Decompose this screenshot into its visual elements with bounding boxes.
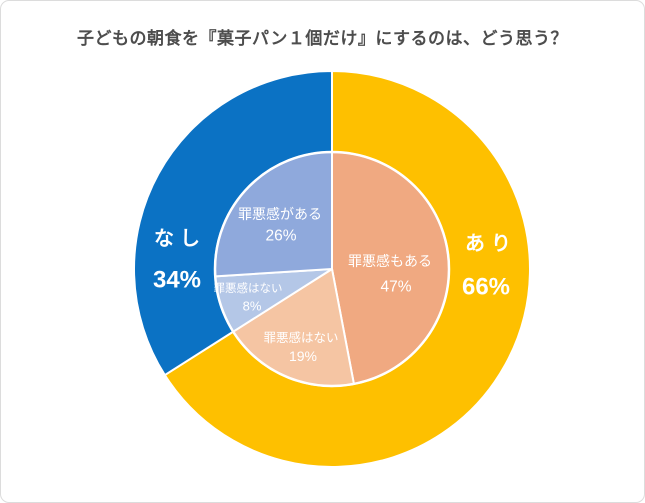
inner-slice-label-guilty: 罪悪感がある [238, 206, 322, 222]
inner-slice-label-no-guilt-19: 罪悪感はない [263, 330, 338, 345]
inner-slice-value-guilty: 26% [265, 228, 296, 245]
inner-slice-value-no-guilt-8: 8% [243, 299, 262, 314]
inner-slice-value-no-guilt-19: 19% [289, 348, 317, 364]
inner-slice-label-guilty-also: 罪悪感もある [348, 253, 432, 269]
outer-slice-value-nashi: 34% [153, 267, 201, 294]
outer-slice-label-ari: あり [465, 232, 517, 255]
inner-slice-label-no-guilt-8: 罪悪感はない [214, 281, 283, 295]
chart-title: 子どもの朝食を『菓子パン１個だけ』にするのは、どう思う？ [76, 29, 569, 48]
outer-slice-label-nashi: なし [154, 227, 206, 250]
inner-slice-value-guilty-also: 47% [380, 279, 411, 296]
inner-pie-outline [213, 150, 451, 388]
outer-slice-value-ari: 66% [462, 274, 510, 301]
